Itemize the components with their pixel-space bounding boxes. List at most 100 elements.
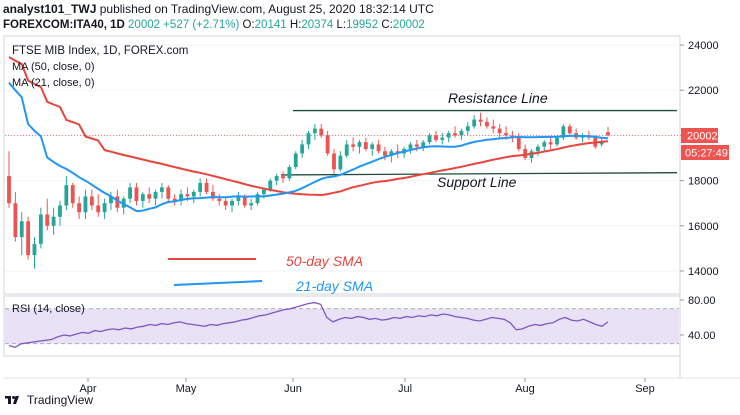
candle-body[interactable] xyxy=(109,196,113,204)
candle-body[interactable] xyxy=(70,185,75,204)
candle-body[interactable] xyxy=(102,203,107,213)
candle-body[interactable] xyxy=(376,144,381,152)
support-line[interactable] xyxy=(280,172,678,176)
candle-body[interactable] xyxy=(13,203,18,238)
candle-body[interactable] xyxy=(287,167,292,179)
candle-body[interactable] xyxy=(191,191,196,197)
candle-body[interactable] xyxy=(497,128,502,134)
candle-body[interactable] xyxy=(446,133,451,138)
candle-body[interactable] xyxy=(293,153,298,168)
candle-body[interactable] xyxy=(198,182,203,192)
candle-body[interactable] xyxy=(83,196,88,213)
candle-body[interactable] xyxy=(242,196,247,206)
candle-body[interactable] xyxy=(172,198,177,201)
candle-body[interactable] xyxy=(217,198,222,201)
time-axis[interactable]: Apr May Jun Jul Aug Sep xyxy=(79,378,655,395)
candle-body[interactable] xyxy=(370,144,375,149)
candle-body[interactable] xyxy=(344,144,349,156)
rsi-axis[interactable]: 40.00 80.00 xyxy=(680,295,716,342)
candle-body[interactable] xyxy=(58,205,62,217)
candle-body[interactable] xyxy=(516,137,521,149)
candle-body[interactable] xyxy=(312,128,317,134)
candle-body[interactable] xyxy=(89,196,94,206)
candle-body[interactable] xyxy=(268,180,273,190)
sma50-annotation: 50-day SMA xyxy=(286,253,363,269)
rsi-line[interactable] xyxy=(8,301,609,349)
candle-body[interactable] xyxy=(77,203,82,213)
candle-body[interactable] xyxy=(140,194,145,201)
candle-body[interactable] xyxy=(338,155,343,170)
candle-body[interactable] xyxy=(351,144,356,147)
candle-body[interactable] xyxy=(535,146,540,152)
candle-body[interactable] xyxy=(211,191,215,199)
candle-body[interactable] xyxy=(96,205,101,213)
candle-body[interactable] xyxy=(319,128,324,136)
candle-body[interactable] xyxy=(147,194,152,199)
candle-body[interactable] xyxy=(414,144,419,147)
candle-body[interactable] xyxy=(51,216,56,226)
candle-body[interactable] xyxy=(45,214,50,226)
candle-body[interactable] xyxy=(306,133,311,145)
candle-body[interactable] xyxy=(383,151,387,156)
sma21-line[interactable] xyxy=(8,82,609,213)
candle-body[interactable] xyxy=(599,142,604,145)
candle-body[interactable] xyxy=(160,187,164,192)
candle-body[interactable] xyxy=(332,153,336,170)
candle-body[interactable] xyxy=(357,142,362,147)
candle-body[interactable] xyxy=(363,142,368,149)
candle-body[interactable] xyxy=(555,137,559,145)
candle-body[interactable] xyxy=(134,187,139,201)
candle-body[interactable] xyxy=(115,196,120,208)
candle-body[interactable] xyxy=(223,200,228,206)
candle-body[interactable] xyxy=(255,194,260,204)
tradingview-brand[interactable]: TradingView xyxy=(4,393,93,407)
time-tick-label: Jul xyxy=(398,383,412,395)
candle-body[interactable] xyxy=(249,203,254,206)
candle-body[interactable] xyxy=(421,142,426,147)
candle-body[interactable] xyxy=(542,142,547,147)
candle-body[interactable] xyxy=(185,194,190,197)
candle-body[interactable] xyxy=(281,176,285,179)
candle-body[interactable] xyxy=(408,144,413,149)
candle-body[interactable] xyxy=(606,132,610,136)
candle-body[interactable] xyxy=(325,135,330,154)
candle-body[interactable] xyxy=(440,137,445,140)
candle-body[interactable] xyxy=(485,121,489,127)
candle-body[interactable] xyxy=(32,243,37,256)
legend-sma21: MA (21, close, 0) xyxy=(12,77,95,89)
candle-body[interactable] xyxy=(261,189,266,195)
candle-body[interactable] xyxy=(548,142,553,145)
candle-body[interactable] xyxy=(523,148,528,158)
candle-body[interactable] xyxy=(274,176,279,181)
candle-body[interactable] xyxy=(561,126,566,138)
candle-body[interactable] xyxy=(204,182,209,192)
candle-body[interactable] xyxy=(64,185,69,206)
candle-body[interactable] xyxy=(236,196,241,201)
candle-body[interactable] xyxy=(465,126,470,131)
candle-body[interactable] xyxy=(19,221,24,238)
candle-body[interactable] xyxy=(434,135,438,140)
candle-body[interactable] xyxy=(153,191,158,199)
candle-body[interactable] xyxy=(504,133,508,136)
candle-body[interactable] xyxy=(230,200,234,206)
candle-body[interactable] xyxy=(26,221,31,256)
sma50-line[interactable] xyxy=(8,56,609,197)
candle-body[interactable] xyxy=(491,126,496,129)
rsi-title: RSI (14, close) xyxy=(12,303,85,315)
candle-body[interactable] xyxy=(567,126,572,134)
candle-body[interactable] xyxy=(38,214,43,244)
price-tick-label: 14000 xyxy=(688,266,719,278)
candle-body[interactable] xyxy=(472,119,477,127)
candle-body[interactable] xyxy=(300,144,305,154)
candle-body[interactable] xyxy=(389,151,394,156)
candle-body[interactable] xyxy=(453,133,457,136)
candle-body[interactable] xyxy=(166,187,171,199)
author-name[interactable]: analyst101_TWJ xyxy=(3,2,97,16)
candle-body[interactable] xyxy=(7,176,11,204)
candle-body[interactable] xyxy=(427,135,432,143)
candle-body[interactable] xyxy=(128,187,132,199)
candle-body[interactable] xyxy=(459,130,464,136)
candle-body[interactable] xyxy=(478,119,483,122)
candle-body[interactable] xyxy=(179,194,183,201)
